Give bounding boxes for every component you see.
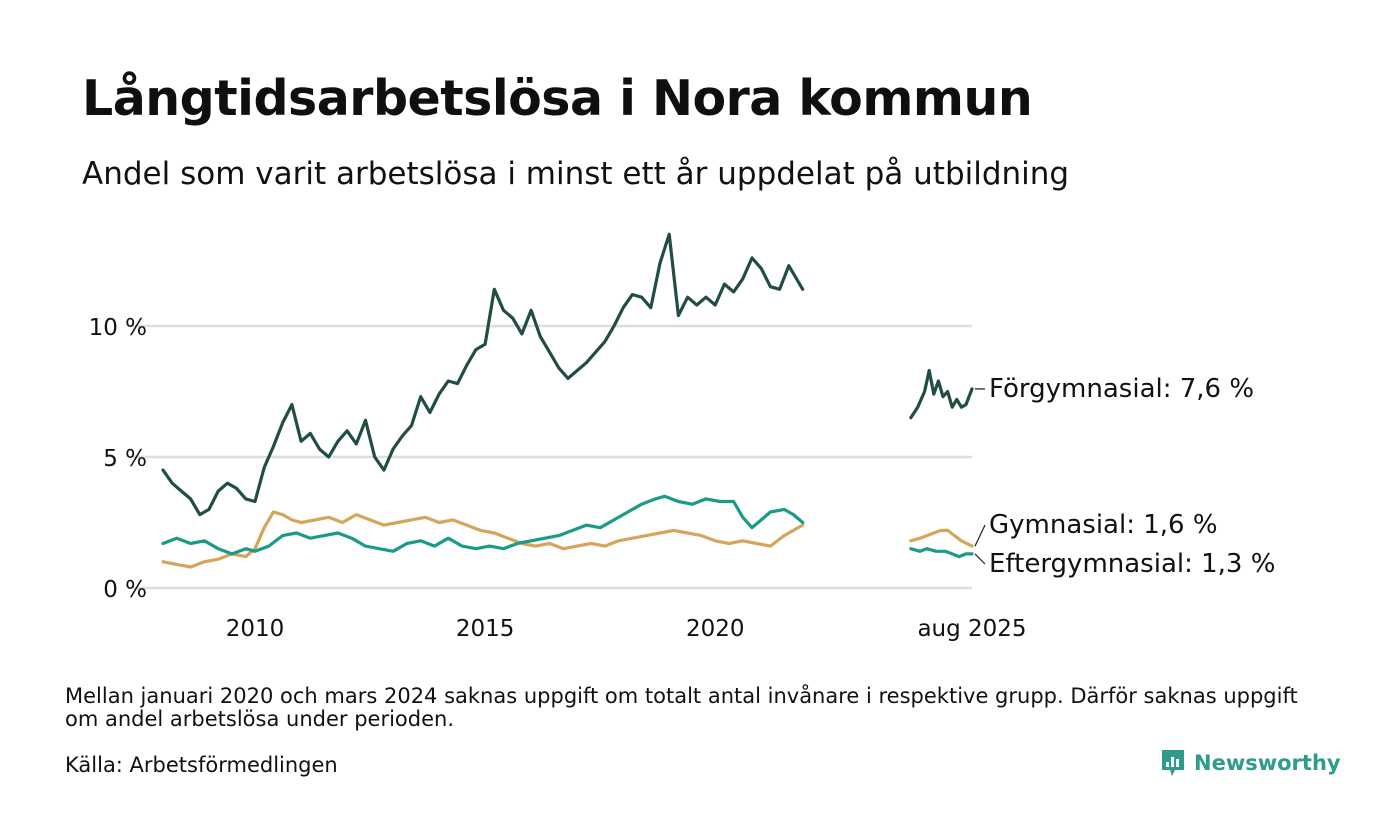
series-end-label: Eftergymnasial: 1,3 % — [989, 549, 1275, 579]
series-line-gymnasial — [161, 510, 805, 569]
y-axis-ticks: 0 % 5 % 10 % — [89, 315, 147, 603]
y-tick-label: 10 % — [89, 315, 147, 341]
series-end-label: Förgymnasial: 7,6 % — [989, 374, 1254, 404]
y-tick-label: 5 % — [103, 446, 147, 472]
source-note: Källa: Arbetsförmedlingen — [65, 753, 338, 777]
series-end-labels: Förgymnasial: 7,6 % Gymnasial: 1,6 % Efter… — [974, 374, 1275, 579]
series-line-gymnasial — [909, 528, 974, 548]
newsworthy-logo-icon — [1162, 750, 1184, 776]
line-chart: 0 % 5 % 10 % 2010 2015 2020 aug 2025 Förgymna… — [89, 232, 1275, 642]
series-line-eftergymnasial — [161, 494, 805, 556]
chart-title: Långtidsarbetslösa i Nora kommun — [82, 70, 1033, 127]
x-tick-label: 2010 — [226, 616, 285, 642]
y-tick-label: 0 % — [103, 577, 147, 603]
brand-name: Newsworthy — [1194, 751, 1341, 775]
brand-logo[interactable]: Newsworthy — [1160, 748, 1341, 778]
x-tick-label: aug 2025 — [917, 616, 1026, 642]
series-end-label: Gymnasial: 1,6 % — [989, 510, 1218, 540]
x-tick-label: 2015 — [456, 616, 515, 642]
series-line-förgymnasial — [909, 368, 974, 420]
x-axis-ticks: 2010 2015 2020 aug 2025 — [226, 616, 1027, 642]
series-line-eftergymnasial — [909, 547, 974, 559]
series-line-förgymnasial — [161, 232, 805, 517]
label-connector — [974, 553, 986, 565]
label-connector — [974, 524, 986, 547]
x-tick-label: 2020 — [686, 616, 745, 642]
gridlines — [133, 324, 972, 590]
footnote: Mellan januari 2020 och mars 2024 saknas… — [65, 684, 1298, 731]
chart-subtitle: Andel som varit arbetslösa i minst ett å… — [82, 156, 1070, 192]
series-lines — [161, 232, 974, 569]
